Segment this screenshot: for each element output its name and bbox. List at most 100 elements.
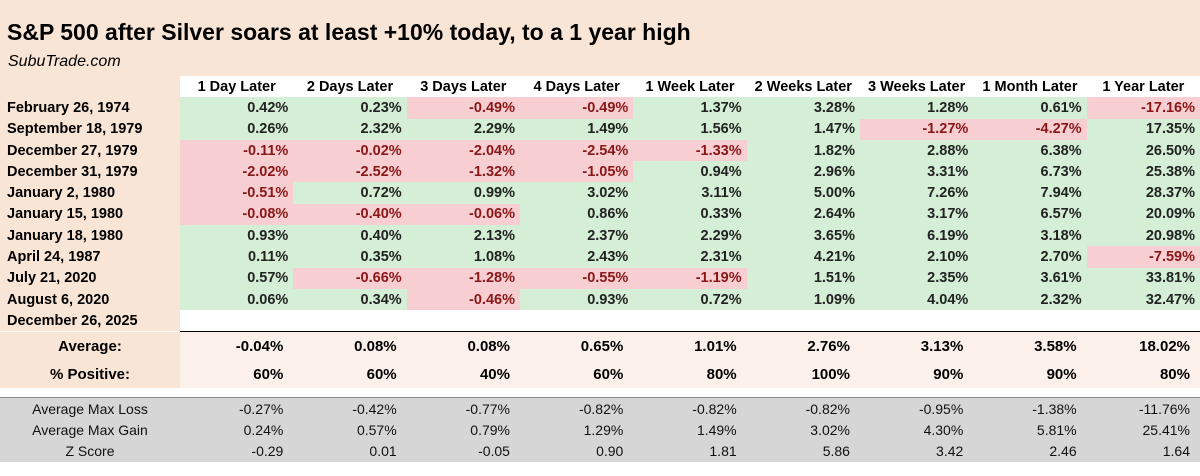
return-cell: 1.49% [519,118,634,140]
stats-value: -0.82% [633,398,747,420]
return-cell: -1.19% [633,267,747,289]
stats-row: Z Score -0.29 0.01 -0.05 0.90 1.81 5.86 3.42 2.4… [0,440,1200,463]
return-cell: 0.72% [633,288,747,311]
summary-value: 80% [633,360,747,388]
return-cell: 3.65% [746,225,860,247]
return-cell: 1.09% [746,288,860,311]
stats-divider [0,397,1200,398]
return-cell: 0.93% [180,225,294,247]
return-cell: 3.28% [746,97,860,119]
return-cell [407,310,520,331]
return-cell [180,310,293,331]
return-cell: -1.32% [406,161,520,183]
summary-value: 90% [859,360,974,388]
table-row: December 26, 2025 [0,310,1200,331]
return-cell: -0.11% [180,139,294,162]
return-cell: -1.28% [406,267,520,289]
return-cell: 0.33% [633,203,747,226]
return-cell: 2.88% [859,139,974,162]
table-row: February 26, 1974 0.42% 0.23% -0.49% -0.49% 1… [0,97,1200,119]
return-cell [520,310,633,331]
return-cell: 0.40% [293,225,407,247]
row-date: July 21, 2020 [7,270,97,287]
row-date: December 31, 1979 [7,163,138,180]
stats-value: 0.01 [293,440,407,463]
return-cell: -1.05% [519,161,634,183]
column-header: 1 Day Later [197,78,276,95]
return-cell: 7.94% [973,182,1087,204]
return-cell: 2.43% [519,246,634,268]
return-cell: -0.40% [293,203,407,226]
stats-value: 1.29% [519,419,634,441]
table-row: September 18, 1979 0.26% 2.32% 2.29% 1.49% 1.… [0,118,1200,140]
return-cell: 6.73% [973,161,1087,183]
return-cell: 6.57% [973,203,1087,226]
page-title: S&P 500 after Silver soars at least +10%… [7,19,691,45]
return-cell: 0.93% [519,288,634,311]
return-cell: 2.10% [859,246,974,268]
summary-row: % Positive: 60% 60% 40% 60% 80% 100% 90% 90% 80% [0,360,1200,388]
return-cell: 0.99% [406,182,520,204]
return-cell: 1.51% [746,267,860,289]
return-cell: 33.81% [1086,267,1200,289]
return-cell: 0.57% [180,267,294,289]
return-cell: -2.52% [293,161,407,183]
return-cell: 28.37% [1086,182,1200,204]
stats-value: -11.76% [1086,398,1200,420]
return-cell: -0.08% [180,203,294,226]
return-cell: 2.64% [746,203,860,226]
return-cell: 3.17% [859,203,974,226]
table-row: January 18, 1980 0.93% 0.40% 2.13% 2.37% 2.29… [0,225,1200,247]
return-cell [633,310,746,331]
stats-value: 1.64 [1086,440,1200,463]
stats-value: -0.77% [406,398,520,420]
stats-value: 0.90 [519,440,634,463]
row-date: January 15, 1980 [7,206,124,223]
return-cell: 1.28% [859,97,974,119]
return-cell [747,310,860,331]
return-cell: -0.06% [406,203,520,226]
stats-row: Average Max Loss -0.27% -0.42% -0.77% -0.82%… [0,398,1200,420]
source-label: SubuTrade.com [8,53,121,70]
return-cell: 0.72% [293,182,407,204]
column-header: 4 Days Later [533,78,620,95]
summary-value: 80% [1086,360,1200,388]
summary-label: % Positive: [0,360,180,388]
return-cell: 26.50% [1086,139,1200,162]
stats-table: Average Max Loss -0.27% -0.42% -0.77% -0.82%… [0,398,1200,463]
return-cell: 0.06% [180,288,294,311]
return-cell: 25.38% [1086,161,1200,183]
return-cell: -2.04% [406,139,520,162]
return-cell: 3.11% [633,182,747,204]
return-cell: 2.13% [406,225,520,247]
stats-value: -0.05 [406,440,520,463]
stats-value: 1.49% [633,419,747,441]
return-cell: 2.70% [973,246,1087,268]
header: S&P 500 after Silver soars at least +10%… [0,0,1200,76]
returns-table: 1 Day Later 2 Days Later 3 Days Later 4 Day… [0,76,1200,332]
stats-value: -0.27% [180,398,294,420]
return-cell [1087,310,1200,331]
return-cell: -4.27% [973,118,1087,140]
summary-value: 3.58% [973,332,1087,360]
return-cell: 3.61% [973,267,1087,289]
row-date: April 24, 1987 [7,249,101,266]
return-cell: 0.86% [519,203,634,226]
return-cell: 17.35% [1086,118,1200,140]
return-cell: 4.21% [746,246,860,268]
summary-value: 1.01% [633,332,747,360]
summary-value: 3.13% [859,332,974,360]
stats-value: 3.02% [746,419,860,441]
return-cell: -0.66% [293,267,407,289]
summary-value: 18.02% [1086,332,1200,360]
stats-row: Average Max Gain 0.24% 0.57% 0.79% 1.29% 1.49… [0,419,1200,441]
return-cell: 0.26% [180,118,294,140]
return-cell: 2.96% [746,161,860,183]
return-cell: 0.11% [180,246,294,268]
return-cell: -0.02% [293,139,407,162]
row-date: August 6, 2020 [7,291,110,308]
return-cell: 3.02% [519,182,634,204]
table-row: July 21, 2020 0.57% -0.66% -1.28% -0.55% -1.1… [0,267,1200,289]
return-cell: 6.19% [859,225,974,247]
stats-value: 0.79% [406,419,520,441]
